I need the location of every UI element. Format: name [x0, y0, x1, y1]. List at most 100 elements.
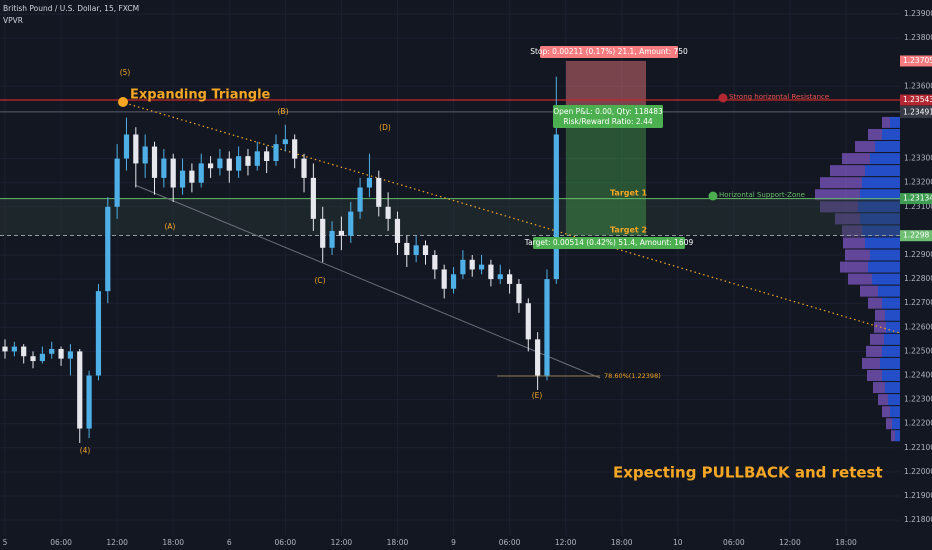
- volume-profile: [815, 116, 900, 442]
- volume-sell: [882, 406, 890, 418]
- candle-body: [236, 156, 242, 171]
- candle-body: [67, 351, 74, 359]
- candle-body: [292, 139, 298, 159]
- candle-body: [86, 375, 92, 429]
- x-tick-label: 6: [227, 538, 232, 547]
- stop-zone: [566, 60, 646, 113]
- annotation: (C): [314, 276, 325, 285]
- label-box: [533, 237, 685, 249]
- y-tick-label: 1.22100: [904, 443, 932, 452]
- volume-buy: [868, 261, 900, 273]
- volume-buy: [890, 116, 900, 128]
- candle-body: [189, 170, 195, 183]
- volume-buy: [858, 201, 900, 213]
- price-marker: [900, 193, 932, 205]
- candle-body: [11, 346, 17, 352]
- volume-buy: [888, 394, 900, 406]
- x-tick-label: 9: [451, 538, 456, 547]
- candle-body: [329, 230, 335, 248]
- candle-body: [488, 264, 494, 280]
- annotation: British Pound / U.S. Dollar, 15, FXCM: [3, 4, 139, 13]
- candle-body: [273, 144, 279, 161]
- y-tick-label: 1.23900: [904, 9, 932, 18]
- y-tick-label: 1.22800: [904, 274, 932, 283]
- anchor-dot: [708, 191, 718, 201]
- volume-buy: [875, 141, 900, 153]
- volume-sell: [835, 213, 860, 225]
- candle-body: [142, 146, 148, 164]
- x-tick-label: 18:00: [835, 538, 857, 547]
- annotation: (B): [278, 107, 289, 116]
- price-marker: [900, 230, 932, 242]
- volume-sell: [855, 141, 875, 153]
- x-tick-label: 18:00: [611, 538, 633, 547]
- candle-body: [553, 134, 559, 280]
- candle-body: [95, 291, 102, 376]
- candle-body: [207, 163, 214, 169]
- candle-body: [226, 158, 232, 171]
- price-marker-label: 1.2298: [903, 231, 929, 240]
- volume-buy: [870, 249, 900, 261]
- candle-body: [39, 353, 45, 362]
- candle-body: [497, 274, 503, 280]
- candle-body: [114, 158, 120, 207]
- candle-body: [394, 218, 401, 243]
- y-tick-label: 1.22400: [904, 371, 932, 380]
- volume-buy: [882, 370, 900, 382]
- volume-sell: [878, 394, 888, 406]
- annotation: Target 1: [610, 189, 648, 198]
- volume-buy: [895, 430, 900, 442]
- time-axis: [0, 535, 932, 550]
- volume-buy: [862, 177, 900, 189]
- volume-sell: [873, 382, 885, 394]
- y-tick-label: 1.21800: [904, 515, 932, 524]
- volume-buy: [862, 225, 900, 237]
- candle-body: [348, 211, 354, 236]
- volume-buy: [880, 357, 900, 369]
- x-tick-label: 12:00: [106, 538, 128, 547]
- volume-buy: [865, 165, 900, 177]
- candle-body: [264, 151, 270, 161]
- grid: [0, 0, 900, 535]
- price-marker: [900, 55, 932, 67]
- y-tick-label: 1.22500: [904, 346, 932, 355]
- label-box: [553, 105, 663, 128]
- annotation: (A): [165, 222, 176, 231]
- candle-body: [422, 245, 429, 255]
- zones: [0, 60, 900, 236]
- y-tick-label: 1.22900: [904, 250, 932, 259]
- x-tick-label: 12:00: [779, 538, 801, 547]
- candle-body: [123, 134, 130, 159]
- candle-body: [105, 206, 111, 292]
- volume-sell: [891, 430, 895, 442]
- anchor-dot: [118, 97, 128, 107]
- candle-body: [170, 158, 176, 188]
- candle-body: [151, 146, 158, 178]
- candle-body: [77, 351, 83, 429]
- volume-buy: [885, 309, 900, 321]
- y-tick-label: 1.22700: [904, 298, 932, 307]
- annotation: (E): [532, 391, 543, 400]
- y-tick-label: 1.23100: [904, 202, 932, 211]
- volume-sell: [815, 189, 860, 201]
- volume-sell: [840, 261, 868, 273]
- volume-buy: [865, 237, 900, 249]
- x-tick-label: 06:00: [723, 538, 745, 547]
- volume-buy: [860, 213, 900, 225]
- candle-body: [376, 177, 382, 207]
- volume-sell: [886, 418, 892, 430]
- candle-body: [357, 187, 363, 212]
- candle-body: [544, 279, 550, 376]
- x-tick-label: 06:00: [50, 538, 72, 547]
- x-tick-label: 10: [673, 538, 683, 547]
- price-marker-label: 1.23705: [903, 56, 932, 65]
- annotation: Open P&L: 0.00, Qty: 118483: [553, 107, 663, 116]
- volume-sell: [870, 333, 884, 345]
- candle-body: [478, 264, 485, 270]
- candle-body: [217, 158, 223, 169]
- annotation: Expanding Triangle: [130, 88, 271, 103]
- candle-body: [161, 158, 167, 178]
- annotation: VPVR: [3, 16, 23, 25]
